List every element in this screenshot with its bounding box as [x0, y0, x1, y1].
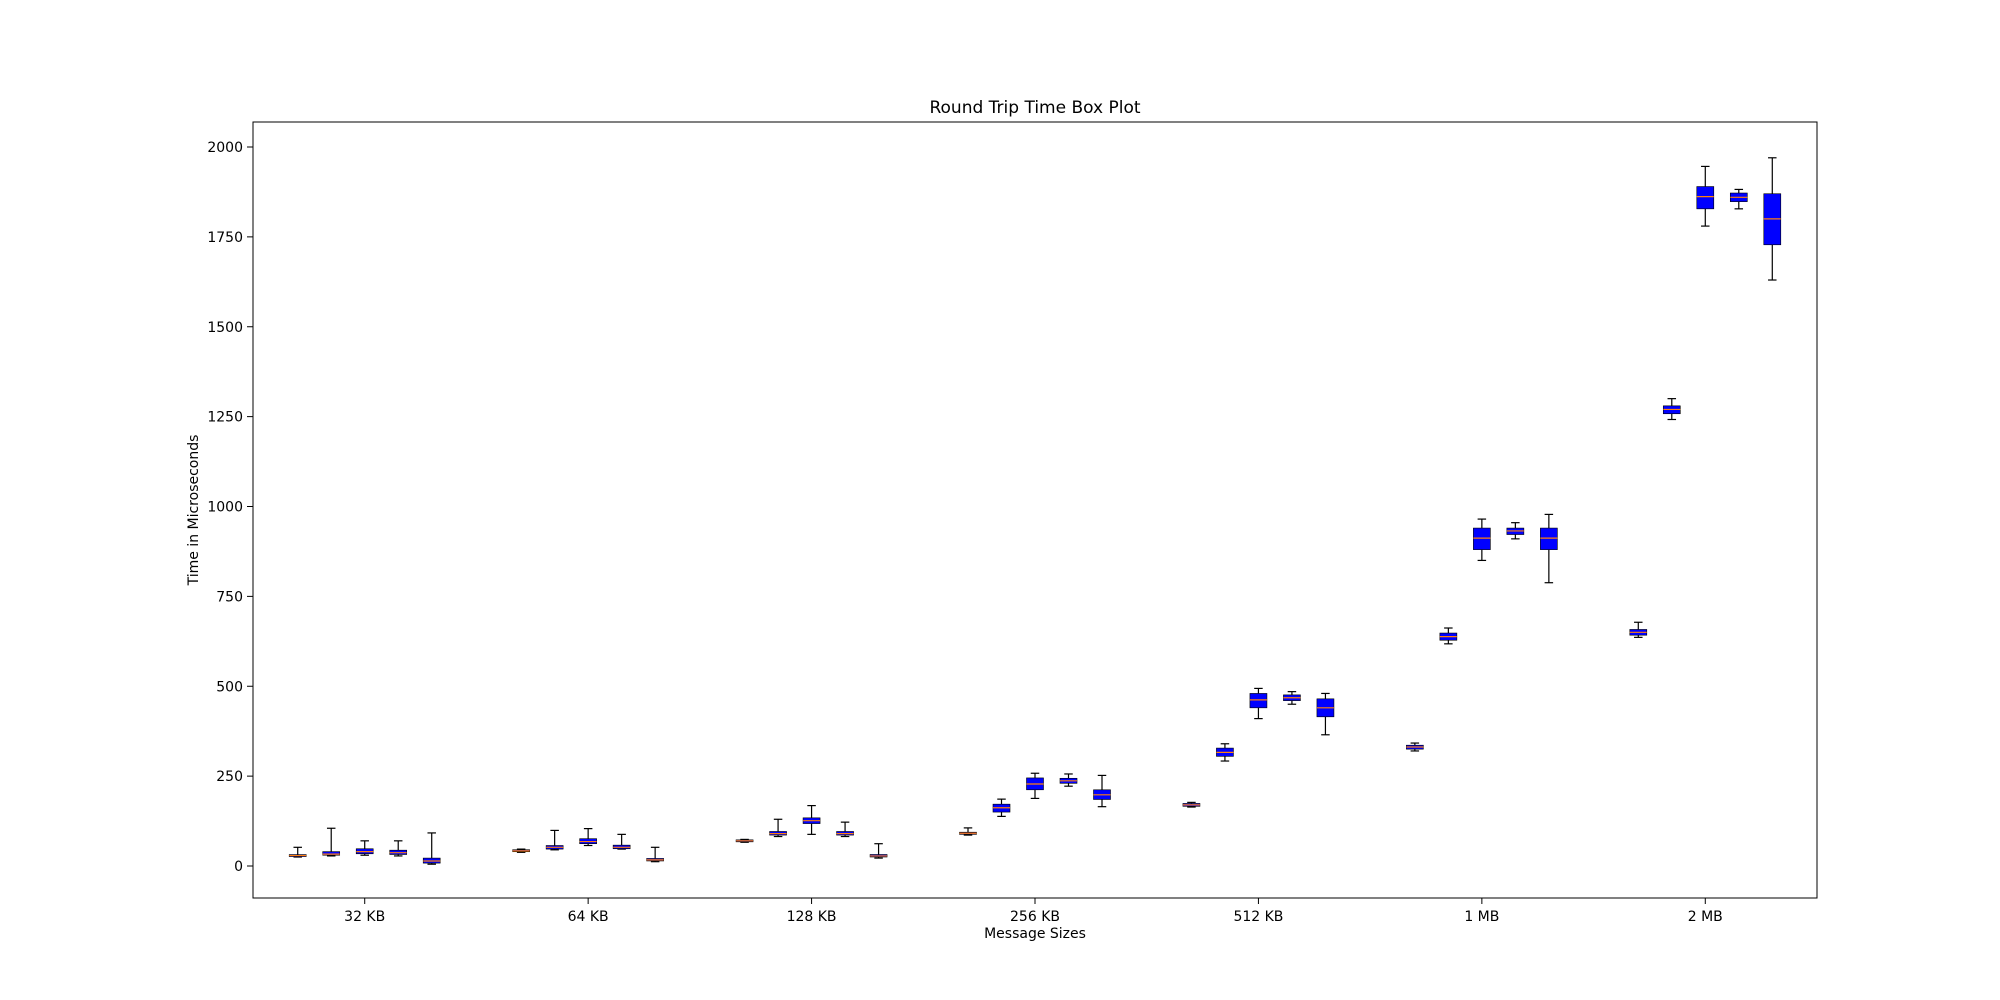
- x-tick-label: 512 KB: [1233, 909, 1283, 925]
- y-axis-label: Time in Microseconds: [186, 435, 202, 587]
- box: [1249, 693, 1268, 709]
- y-tick-label: 0: [234, 859, 243, 875]
- box: [1473, 527, 1491, 550]
- y-tick-label: 750: [216, 589, 243, 605]
- y-tick-label: 2000: [207, 140, 243, 156]
- plot-area: 0 250 500 750 1000 1250 1500 1750 2000 32 KB 64 KB…: [207, 121, 1818, 925]
- x-tick-label: 2 MB: [1688, 909, 1723, 925]
- y-tick-label: 250: [216, 769, 243, 785]
- y-tick-label: 1750: [207, 230, 243, 246]
- y-tick-label: 500: [216, 679, 243, 695]
- y-tick-label: 1000: [207, 500, 243, 516]
- box: [322, 851, 341, 856]
- x-tick-label: 128 KB: [787, 909, 837, 925]
- x-tick-label: 1 MB: [1464, 909, 1499, 925]
- x-tick-label: 256 KB: [1010, 909, 1060, 925]
- x-axis-label: Message Sizes: [984, 926, 1086, 942]
- y-tick-label: 1250: [207, 410, 243, 426]
- x-tick-label: 32 KB: [344, 909, 385, 925]
- box: [1696, 186, 1715, 210]
- box: [1540, 527, 1558, 550]
- x-tick-label: 64 KB: [568, 909, 609, 925]
- chart-title: Round Trip Time Box Plot: [929, 98, 1140, 118]
- y-tick-label: 1500: [207, 320, 243, 336]
